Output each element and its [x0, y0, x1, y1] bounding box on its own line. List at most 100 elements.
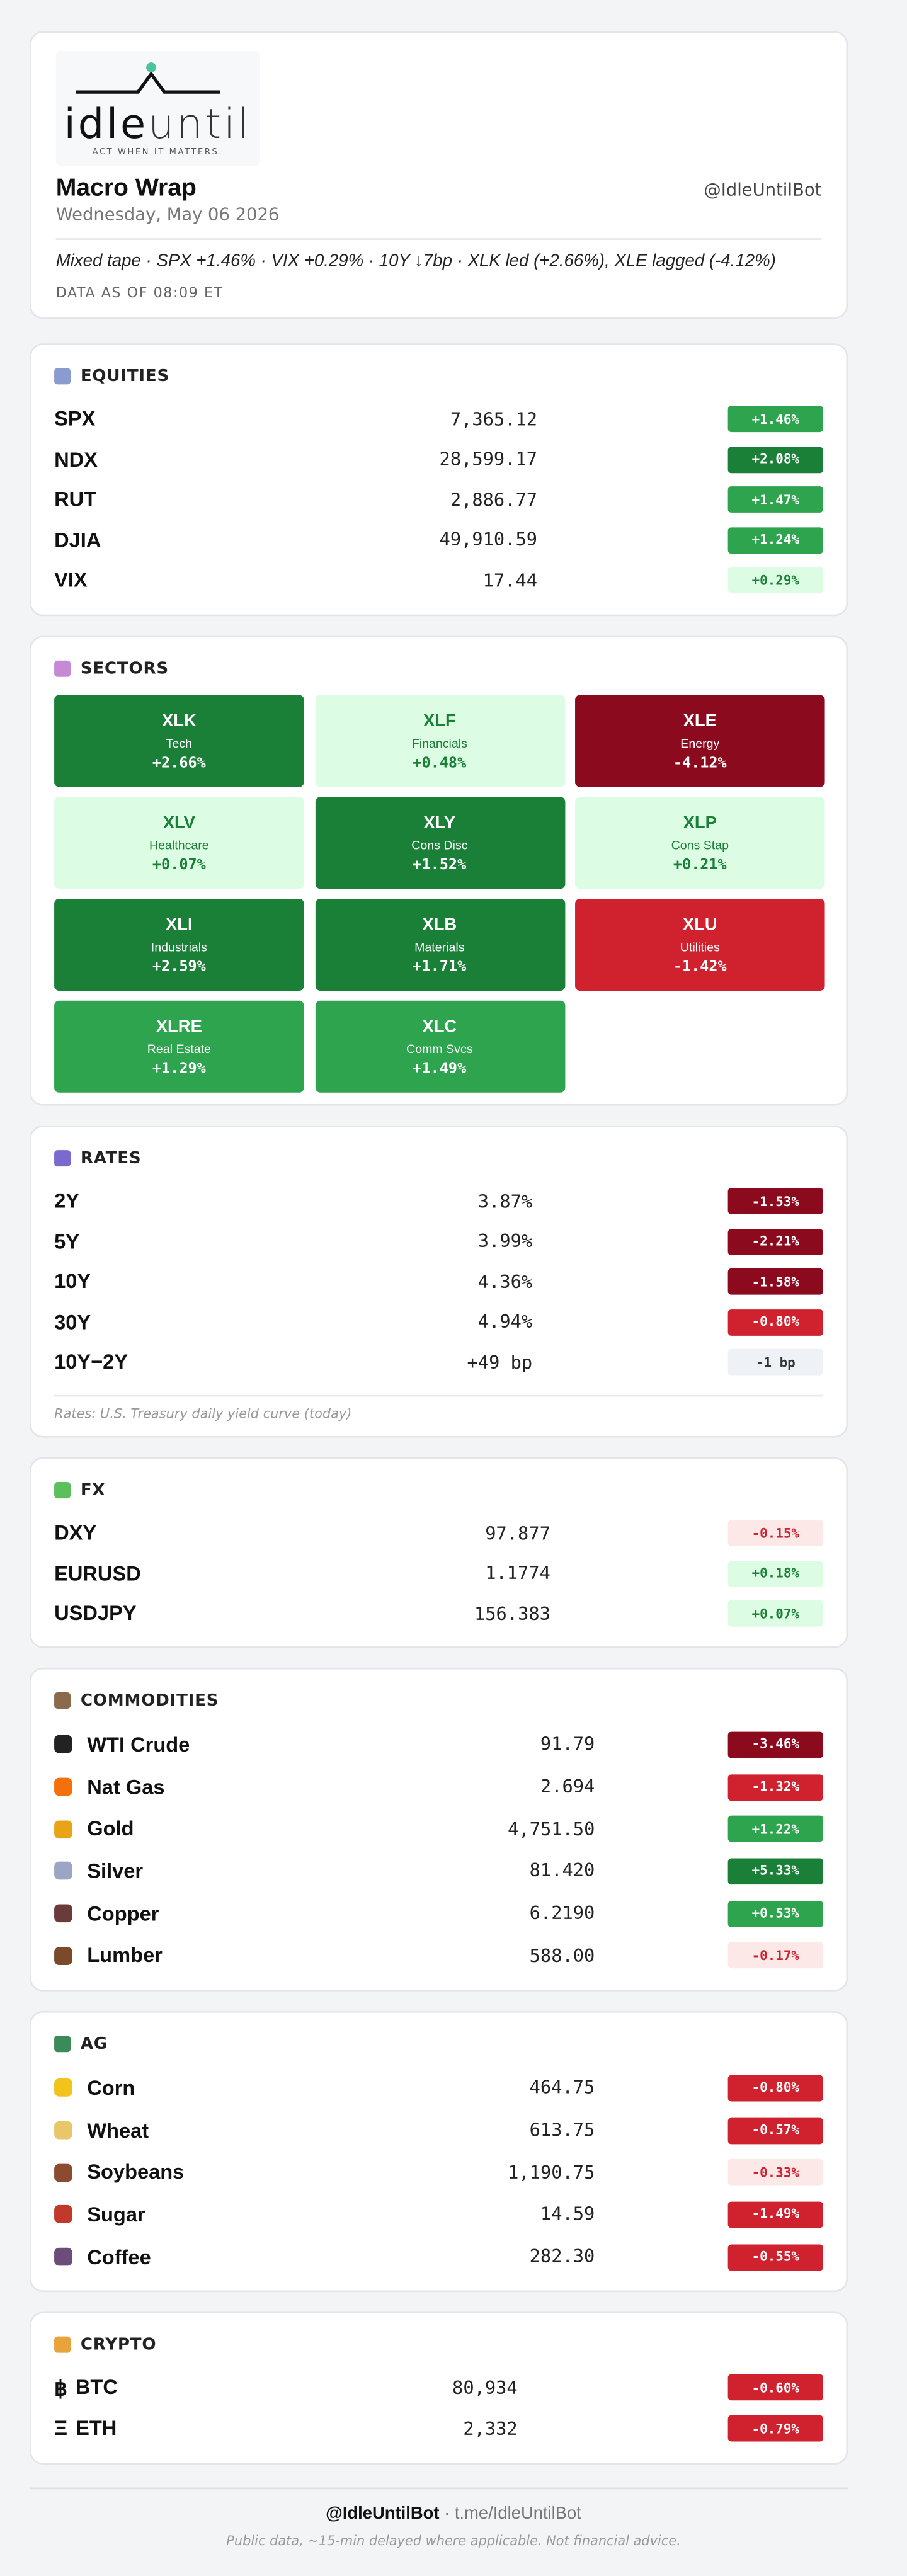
sector-tile: XLC Comm Svcs +1.49%	[314, 1000, 565, 1093]
row-name: Lumber	[87, 1944, 163, 1968]
tile-change: +0.21%	[673, 857, 727, 874]
section-title: SECTORS	[80, 659, 169, 678]
sector-tile: XLB Materials +1.71%	[314, 898, 565, 991]
tile-label: Healthcare	[149, 837, 209, 852]
date: Wednesday, May 06 2026	[55, 205, 280, 225]
handle: @IdleUntilBot	[704, 180, 822, 201]
change-badge: -0.80%	[727, 1309, 823, 1336]
row-name: Silver	[87, 1859, 144, 1883]
section-card: SECTORS XLK Tech +2.66% XLF Financials +0.48% X…	[29, 635, 848, 1106]
row-value: 2.694	[540, 1776, 595, 1798]
sector-tile: XLY Cons Disc +1.52%	[314, 797, 565, 889]
title: Macro Wrap	[55, 174, 197, 202]
sector-tile: XLE Energy -4.12%	[575, 695, 825, 787]
row: Coffee 282.30 -0.55%	[54, 2236, 823, 2278]
section-note: Rates: U.S. Treasury daily yield curve (…	[54, 1394, 823, 1420]
row-value: +49 bp	[467, 1352, 533, 1374]
row: Wheat 613.75 -0.57%	[54, 2109, 823, 2151]
tile-change: +2.59%	[152, 959, 206, 976]
row-value: 464.75	[529, 2077, 595, 2099]
change-badge: -2.21%	[727, 1228, 823, 1255]
section-title: RATES	[80, 1149, 142, 1168]
section-icon	[54, 2036, 71, 2053]
row: EURUSD 1.1774 +0.18%	[54, 1554, 823, 1594]
change-badge: -0.80%	[727, 2075, 823, 2102]
row-name: ETH	[76, 2417, 117, 2441]
row-icon	[54, 2205, 72, 2224]
row: Copper 6.2190 +0.53%	[54, 1893, 823, 1935]
row-icon	[54, 1862, 72, 1881]
row-icon	[54, 1820, 72, 1838]
change-badge: -0.17%	[727, 1942, 823, 1969]
row-value: 2,332	[463, 2417, 518, 2439]
tile-ticker: XLB	[422, 914, 457, 935]
change-badge: -1.53%	[727, 1188, 823, 1215]
row: NDX 28,599.17 +2.08%	[54, 440, 823, 480]
row-name: USDJPY	[54, 1602, 137, 1626]
row-name: NDX	[54, 448, 98, 472]
tile-ticker: XLP	[683, 812, 717, 833]
footer-handle: @IdleUntilBot	[326, 2504, 440, 2524]
tile-ticker: XLRE	[156, 1016, 202, 1036]
tile-change: -4.12%	[673, 755, 727, 772]
row: 10Y−2Y +49 bp -1 bp	[54, 1342, 823, 1382]
row-name: 2Y	[54, 1190, 79, 1213]
section-icon	[54, 660, 71, 677]
row: WTI Crude 91.79 -3.46%	[54, 1724, 823, 1766]
section-header: RATES	[54, 1147, 823, 1170]
row-name: Gold	[87, 1817, 134, 1841]
row-name: DXY	[54, 1522, 97, 1545]
row-name: BTC	[75, 2376, 118, 2400]
tile-label: Cons Disc	[411, 837, 468, 852]
tile-ticker: XLI	[166, 914, 193, 935]
section-header: COMMODITIES	[54, 1689, 823, 1713]
row-name-group: Coffee	[54, 2245, 151, 2269]
row-name-group: NDX	[54, 448, 98, 472]
change-badge: +0.18%	[727, 1560, 823, 1587]
row-name-group: 5Y	[54, 1230, 79, 1253]
row-icon	[54, 1735, 72, 1754]
row-name-group: Corn	[54, 2077, 135, 2100]
section-card: COMMODITIES WTI Crude 91.79 -3.46% Nat Gas 2.…	[29, 1667, 848, 1992]
change-badge: -0.79%	[727, 2415, 823, 2442]
row-value: 282.30	[529, 2246, 595, 2268]
summary: Mixed tape · SPX +1.46% · VIX +0.29% · 1…	[55, 251, 776, 271]
change-badge: -1.58%	[727, 1268, 823, 1296]
row-name: 5Y	[54, 1230, 79, 1253]
row: DXY 97.877 -0.15%	[54, 1513, 823, 1554]
tile-change: +1.49%	[413, 1060, 467, 1078]
row-name: 10Y	[54, 1270, 91, 1294]
section-card: EQUITIES SPX 7,365.12 +1.46% NDX 28,599.17 +2.…	[29, 343, 848, 617]
row-name-group: Copper	[54, 1902, 159, 1925]
row-value: 613.75	[529, 2119, 595, 2141]
tile-label: Energy	[680, 735, 720, 750]
row-name: WTI Crude	[87, 1733, 190, 1757]
row-value: 91.79	[540, 1734, 595, 1755]
change-badge: +0.29%	[727, 567, 823, 594]
footer-link[interactable]: · t.me/IdleUntilBot	[444, 2504, 581, 2524]
row-name: EURUSD	[54, 1562, 141, 1585]
row: 30Y 4.94% -0.80%	[54, 1302, 823, 1342]
row-icon	[54, 2247, 72, 2266]
row-icon	[54, 1777, 72, 1796]
row-value: 1.1774	[485, 1563, 550, 1585]
row-value: 97.877	[485, 1522, 550, 1544]
row: RUT 2,886.77 +1.47%	[54, 480, 823, 520]
as-of: DATA AS OF 08:09 ET	[55, 285, 224, 303]
logo-mark	[76, 62, 220, 94]
change-badge: -0.15%	[727, 1520, 823, 1547]
rows: 2Y 3.87% -1.53% 5Y 3.99% -2.21% 10Y 4.36% -1.58%…	[54, 1182, 823, 1383]
row-name: Wheat	[87, 2119, 149, 2142]
section-card: CRYPTO ฿ BTC 80,934 -0.60% Ξ ETH 2,332 -0.79%	[29, 2311, 848, 2465]
tile-label: Real Estate	[147, 1040, 211, 1056]
section-icon	[54, 2336, 71, 2353]
row-name: DJIA	[54, 528, 101, 552]
row-name-group: Wheat	[54, 2119, 149, 2142]
row-name-group: Ξ ETH	[54, 2417, 117, 2440]
row-name-group: Lumber	[54, 1944, 163, 1968]
row-value: 14.59	[540, 2204, 595, 2226]
footer-divider	[29, 2487, 848, 2490]
row-icon	[54, 1904, 72, 1923]
tile-ticker: XLC	[422, 1016, 457, 1036]
row-value: 4,751.50	[508, 1818, 595, 1840]
